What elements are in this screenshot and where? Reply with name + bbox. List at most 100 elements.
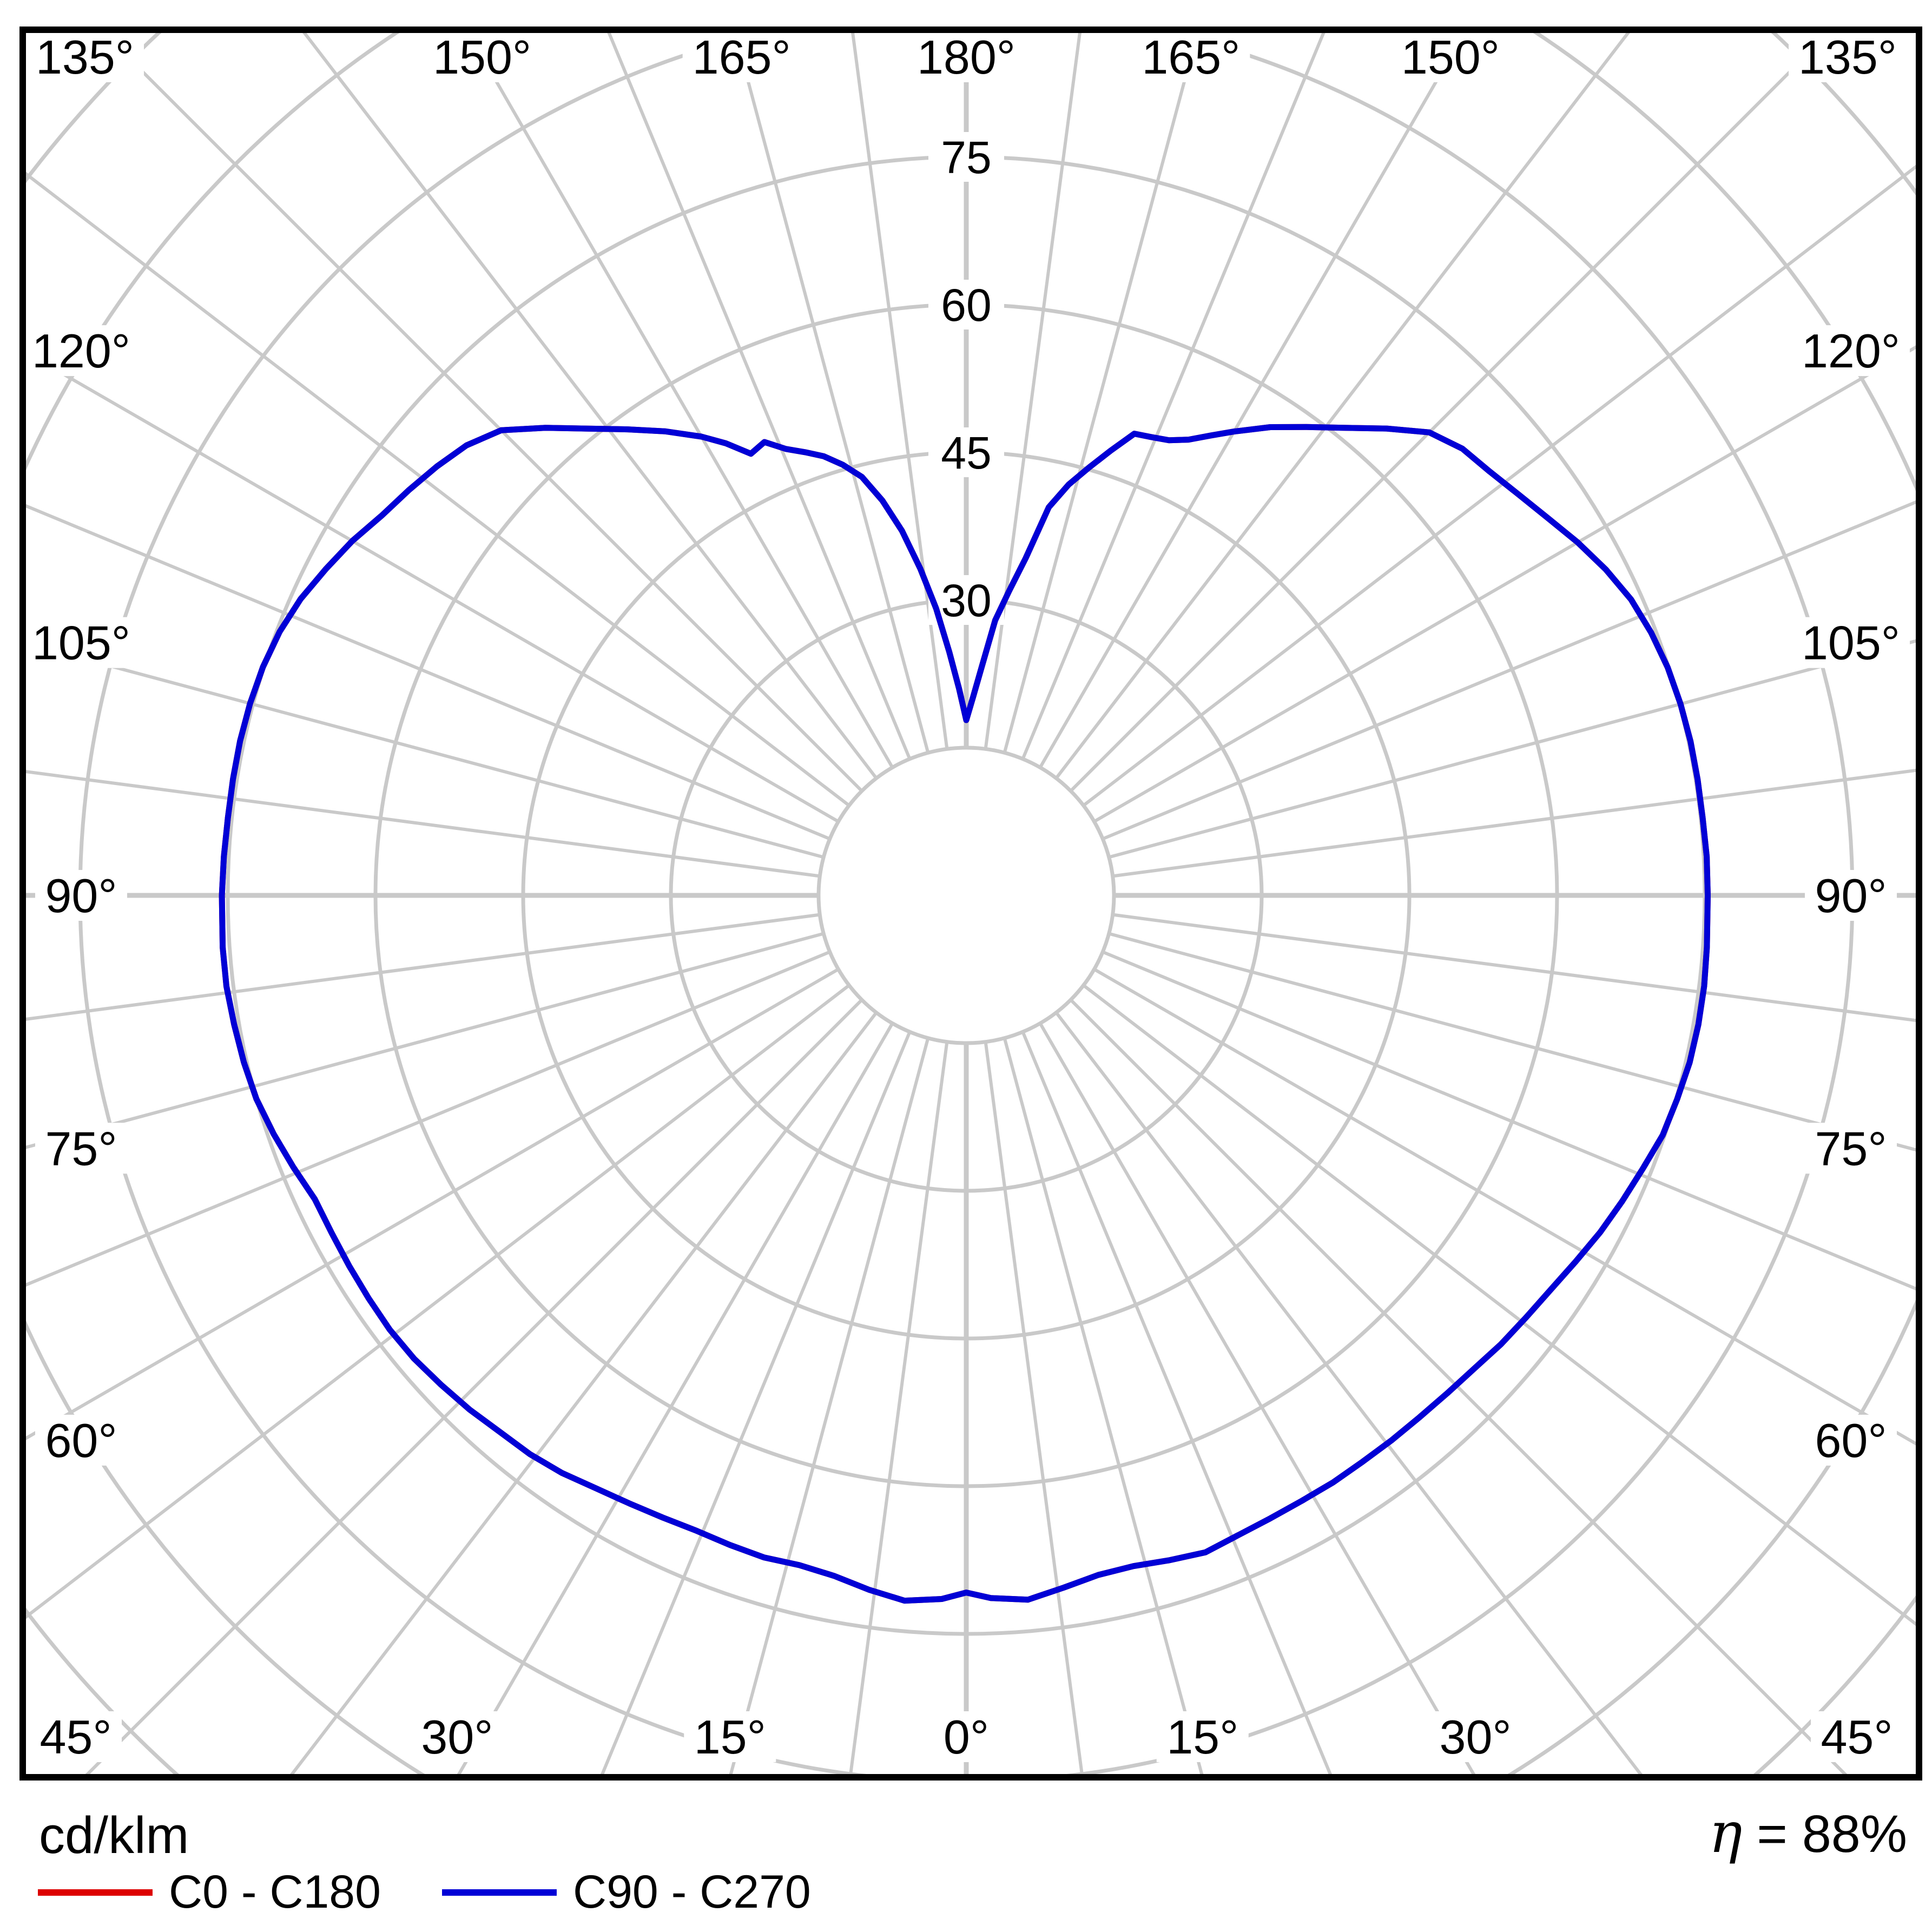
grid-spoke <box>455 1022 894 1777</box>
angle-label-text: 30° <box>1440 1710 1512 1764</box>
angle-label-text: 45° <box>1821 1710 1893 1764</box>
angle-label-text: 45° <box>39 1710 111 1764</box>
legend-swatch-c0-c180 <box>38 1889 153 1896</box>
grid-spoke <box>23 169 850 807</box>
grid-spoke <box>984 30 1082 749</box>
grid-spoke <box>728 1037 930 1777</box>
angle-label-135: 135° <box>26 30 144 84</box>
plot-footer: cd/klm η = 88% C0 - C180 C90 - C270 <box>0 1785 1932 1932</box>
angle-label-165: 165° <box>682 30 801 84</box>
grid-spoke <box>1003 1037 1204 1777</box>
grid-spoke <box>848 1041 949 1777</box>
grid-spoke <box>606 30 912 760</box>
angle-label-text: 120° <box>32 324 130 378</box>
grid-spoke <box>1082 162 1919 807</box>
grid-spoke <box>599 1031 912 1777</box>
legend: C0 - C180 C90 - C270 <box>38 1865 811 1919</box>
grid-spoke <box>1038 1022 1478 1777</box>
legend-swatch-c90-c270 <box>441 1889 557 1896</box>
angle-label-15: 15° <box>684 1710 776 1764</box>
plot-border <box>19 27 1922 1781</box>
ring-label-text: 60 <box>941 280 991 331</box>
legend-label-c0-c180: C0 - C180 <box>169 1866 381 1918</box>
grid-spoke <box>1054 30 1633 780</box>
angle-labels: 0° 15° 15° 30° 30° 45° 45° 60° 60° 75° 75° 90° 90° 10… <box>22 30 1910 1764</box>
legend-item-c90-c270: C90 - C270 <box>441 1865 811 1919</box>
angle-label-text: 30° <box>421 1710 493 1764</box>
grid-spoke <box>1108 932 1919 1152</box>
grid-spoke <box>23 348 840 823</box>
angle-label-120: 120° <box>1792 324 1910 378</box>
angle-label-45: 45° <box>1811 1710 1903 1764</box>
angle-label-text: 165° <box>1142 30 1240 84</box>
angle-label-text: 90° <box>45 869 117 922</box>
angle-label-45: 45° <box>30 1710 122 1764</box>
grid-spoke <box>1093 967 1919 1448</box>
angle-label-text: 135° <box>1798 30 1897 84</box>
grid-spoke <box>23 769 820 878</box>
angle-label-text: 75° <box>45 1122 117 1175</box>
angle-label-135: 135° <box>1789 30 1907 84</box>
legend-label-c90-c270: C90 - C270 <box>572 1866 811 1918</box>
angle-label-150: 150° <box>423 30 542 84</box>
grid-spoke <box>1102 950 1919 1292</box>
grid-spoke <box>1021 1031 1334 1777</box>
grid-spoke <box>1108 638 1919 859</box>
angle-label-30: 30° <box>1429 1710 1522 1764</box>
grid-spoke <box>1021 30 1327 760</box>
grid-spoke <box>23 984 850 1621</box>
grid-spoke <box>23 950 830 1288</box>
angle-label-text: 90° <box>1815 869 1887 922</box>
angle-label-180: 180° <box>907 30 1025 84</box>
grid-spoke <box>1093 343 1919 823</box>
grid-spoke <box>464 30 894 769</box>
curve-c90-c270 <box>219 424 1711 1604</box>
angle-label-75: 75° <box>35 1122 127 1175</box>
angle-label-text: 135° <box>36 30 134 84</box>
grid-spoke <box>23 503 830 841</box>
unit-label: cd/klm <box>39 1806 189 1864</box>
angle-label-90: 90° <box>35 869 127 922</box>
angle-label-text: 105° <box>32 616 130 670</box>
ring-label-text: 30 <box>941 575 991 626</box>
legend-item-c0-c180: C0 - C180 <box>38 1865 381 1919</box>
angle-label-text: 75° <box>1815 1122 1887 1175</box>
grid-spoke <box>1082 984 1919 1629</box>
grid-ring-15 <box>816 746 1116 1045</box>
angle-label-75: 75° <box>1805 1122 1897 1175</box>
ring-labels: 30 45 60 75 <box>928 132 1004 626</box>
eta-symbol: η <box>1709 1801 1743 1865</box>
angle-label-105: 105° <box>1792 616 1910 670</box>
angle-label-165: 165° <box>1132 30 1250 84</box>
ring-label-60: 60 <box>928 280 1004 331</box>
grid-spoke <box>733 30 930 754</box>
angle-label-60: 60° <box>1805 1414 1897 1467</box>
grid-spoke <box>1102 499 1919 841</box>
ring-label-75: 75 <box>928 132 1004 183</box>
angle-label-60: 60° <box>35 1414 127 1467</box>
polar-plot: 30 45 60 75 0° 15° 15° 30° 30° 45° 45° 60° 60° 75° 75°… <box>19 27 1922 1781</box>
grid-spoke <box>23 913 820 1021</box>
efficiency-value: η = 88% <box>1709 1801 1907 1865</box>
angle-label-text: 150° <box>433 30 531 84</box>
grid-spoke <box>984 1041 1084 1777</box>
angle-label-150: 150° <box>1391 30 1509 84</box>
angle-label-15: 15° <box>1156 1710 1249 1764</box>
angle-label-text: 180° <box>917 30 1016 84</box>
grid-spoke <box>1038 30 1468 769</box>
grid-spoke <box>23 967 840 1442</box>
angle-label-120: 120° <box>22 324 140 378</box>
grid-spoke <box>1054 1011 1645 1777</box>
angle-label-text: 15° <box>1166 1710 1238 1764</box>
efficiency-text: = 88% <box>1742 1804 1907 1863</box>
angle-label-text: 15° <box>694 1710 766 1764</box>
grid-spoke <box>1112 913 1919 1023</box>
grid-spoke <box>1112 768 1919 878</box>
angle-label-text: 165° <box>693 30 791 84</box>
ring-label-text: 75 <box>941 132 991 183</box>
grid-spoke <box>850 30 949 749</box>
ring-label-45: 45 <box>928 427 1004 478</box>
grid-spoke <box>1003 30 1200 754</box>
angle-label-105: 105° <box>22 616 140 670</box>
